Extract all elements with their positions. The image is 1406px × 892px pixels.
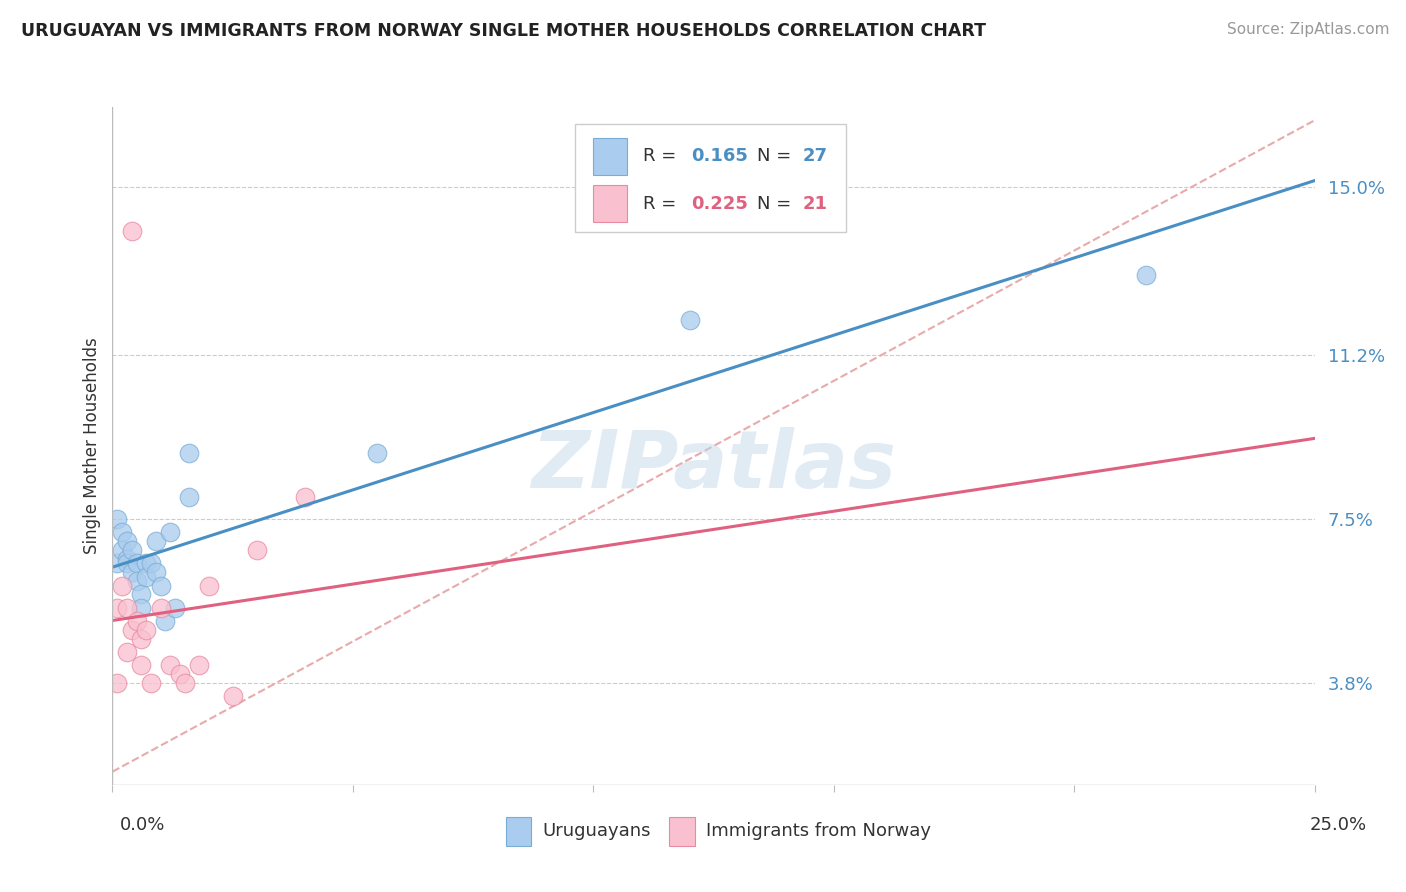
Text: 27: 27	[803, 147, 828, 165]
Point	[179, 445, 201, 459]
Point	[163, 600, 186, 615]
Text: Uruguayans: Uruguayans	[543, 822, 651, 840]
Point	[188, 658, 211, 673]
Point	[131, 587, 153, 601]
Text: 21: 21	[803, 194, 828, 212]
Point	[135, 557, 157, 571]
Text: 0.165: 0.165	[690, 147, 748, 165]
Point	[145, 534, 167, 549]
Text: N =: N =	[756, 194, 797, 212]
Point	[222, 690, 245, 704]
Text: R =: R =	[643, 194, 682, 212]
Point	[105, 600, 128, 615]
Point	[179, 490, 201, 504]
Point	[366, 445, 388, 459]
Text: R =: R =	[643, 147, 682, 165]
Text: URUGUAYAN VS IMMIGRANTS FROM NORWAY SINGLE MOTHER HOUSEHOLDS CORRELATION CHART: URUGUAYAN VS IMMIGRANTS FROM NORWAY SING…	[21, 22, 986, 40]
Point	[105, 557, 128, 571]
Text: ZIPatlas: ZIPatlas	[531, 427, 896, 506]
Point	[131, 632, 153, 646]
Point	[131, 658, 153, 673]
Point	[169, 667, 191, 681]
Point	[145, 566, 167, 580]
Point	[115, 557, 138, 571]
Point	[105, 676, 128, 690]
Text: 0.0%: 0.0%	[120, 816, 165, 834]
Point	[159, 658, 181, 673]
Text: 25.0%: 25.0%	[1309, 816, 1367, 834]
Point	[125, 614, 148, 628]
Point	[115, 552, 138, 566]
Bar	[593, 137, 627, 175]
Point	[149, 578, 172, 592]
Point	[111, 543, 134, 558]
Point	[105, 512, 128, 526]
Point	[115, 600, 138, 615]
Point	[115, 645, 138, 659]
Text: Source: ZipAtlas.com: Source: ZipAtlas.com	[1226, 22, 1389, 37]
Point	[115, 534, 138, 549]
Point	[139, 676, 162, 690]
Point	[197, 578, 219, 592]
Point	[149, 600, 172, 615]
Point	[155, 614, 177, 628]
Point	[121, 543, 143, 558]
Text: Immigrants from Norway: Immigrants from Norway	[706, 822, 931, 840]
Point	[125, 557, 148, 571]
Bar	[593, 185, 627, 222]
Point	[111, 525, 134, 540]
Point	[294, 490, 316, 504]
Text: 0.225: 0.225	[690, 194, 748, 212]
Point	[139, 557, 162, 571]
Point	[111, 578, 134, 592]
Y-axis label: Single Mother Households: Single Mother Households	[83, 338, 101, 554]
Point	[135, 623, 157, 637]
Point	[1135, 268, 1157, 283]
Point	[135, 570, 157, 584]
Point	[121, 566, 143, 580]
Point	[678, 312, 700, 326]
Point	[173, 676, 195, 690]
Text: N =: N =	[756, 147, 797, 165]
Point	[246, 543, 269, 558]
Point	[159, 525, 181, 540]
Point	[131, 600, 153, 615]
Point	[125, 574, 148, 589]
Point	[121, 623, 143, 637]
Point	[121, 224, 143, 238]
